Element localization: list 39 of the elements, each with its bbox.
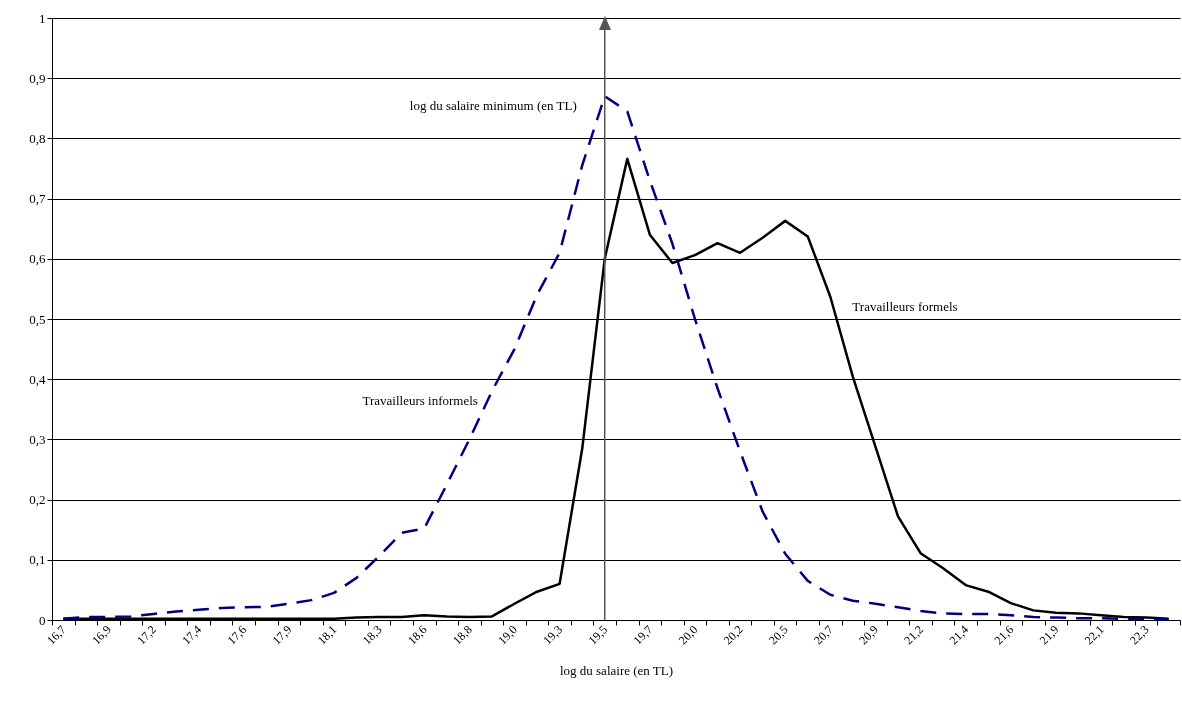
x-tick-label: 18,3: [359, 622, 385, 648]
y-tick-label: 0,3: [29, 431, 46, 447]
x-tick-label: 20,2: [720, 622, 746, 648]
y-tick-label: 0,9: [29, 70, 46, 86]
y-tick-label: 0,5: [29, 311, 46, 327]
x-tick-label: 18,1: [314, 622, 340, 648]
x-tick-label: 17,6: [224, 622, 250, 648]
x-tick-label: 20,0: [675, 622, 701, 648]
x-tick-label: 18,8: [450, 622, 475, 648]
x-tick-label: 16,9: [89, 622, 114, 648]
x-tick-label: 20,9: [856, 622, 881, 648]
x-tick-label: 19,0: [495, 622, 520, 648]
x-tick-label: 21,6: [991, 622, 1017, 648]
y-tick-label: 0,7: [29, 191, 46, 207]
x-tick-label: 20,5: [765, 622, 791, 648]
x-tick-label: 21,9: [1036, 622, 1062, 648]
y-tick-label: 0,4: [29, 371, 46, 387]
y-tick-label: 0: [39, 612, 46, 628]
x-tick-label: 19,3: [540, 622, 566, 648]
x-tick-label: 21,2: [901, 622, 927, 648]
y-tick-label: 0,6: [29, 251, 46, 267]
x-tick-label: 17,2: [134, 622, 159, 648]
series-label: Travailleurs informels: [362, 393, 478, 409]
y-tick-label: 0,2: [29, 492, 46, 508]
y-tick-label: 1: [39, 10, 46, 26]
x-tick-label: 20,7: [811, 622, 836, 648]
x-axis-title: log du salaire (en TL): [559, 662, 674, 678]
y-tick-label: 0,8: [29, 130, 46, 146]
x-tick-label: 19,7: [630, 622, 656, 648]
x-tick-label: 19,5: [585, 622, 611, 648]
x-tick-label: 17,9: [269, 622, 295, 648]
x-tick-label: 22,3: [1126, 622, 1152, 648]
ref-line-label: log du salaire minimum (en TL): [409, 98, 577, 113]
x-tick-label: 17,4: [179, 622, 205, 648]
x-tick-label: 18,6: [404, 622, 430, 648]
series-label: Travailleurs formels: [852, 298, 958, 314]
x-tick-label: 21,4: [946, 622, 972, 648]
y-tick-label: 0,1: [29, 552, 46, 568]
x-tick-label: 22,1: [1081, 622, 1107, 648]
